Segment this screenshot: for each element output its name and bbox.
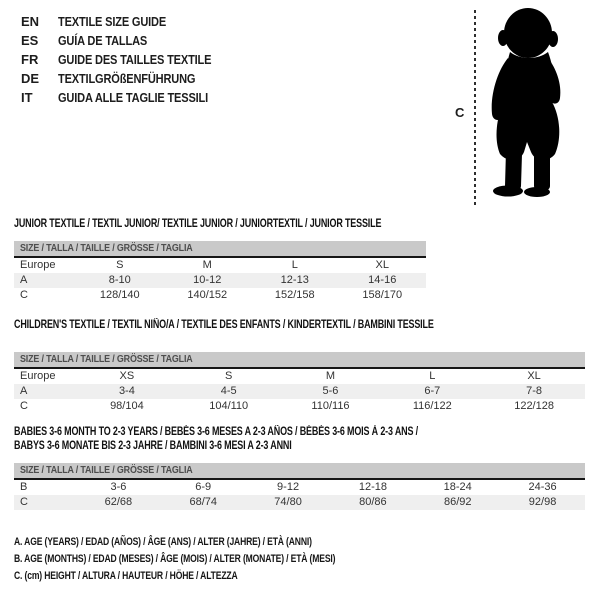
size-cell: 6-9 — [195, 481, 212, 493]
junior-size-table: SIZE / TALLA / TAILLE / GRÖSSE / TAGLIA … — [14, 241, 426, 303]
babies-size-table: SIZE / TALLA / TAILLE / GRÖSSE / TAGLIA … — [14, 463, 585, 510]
size-cell: 122/128 — [514, 400, 554, 412]
row-label: A — [20, 385, 28, 397]
size-cell: 74/80 — [274, 496, 302, 508]
size-cell: XS — [119, 370, 135, 382]
size-cell: 152/158 — [274, 289, 315, 301]
size-header-bar: SIZE / TALLA / TAILLE / GRÖSSE / TAGLIA — [14, 463, 585, 480]
size-cell: M — [202, 259, 212, 271]
language-label: GUÍA DE TALLAS — [58, 33, 148, 48]
row-label: A — [20, 274, 28, 286]
size-cell: 68/74 — [189, 496, 217, 508]
height-measure-label: C — [455, 105, 465, 120]
table-row: A 3-4 4-5 5-6 6-7 7-8 — [14, 384, 585, 399]
language-row: EN TEXTILE SIZE GUIDE — [21, 12, 238, 31]
size-cell: L — [291, 259, 298, 271]
row-label: C — [20, 289, 28, 301]
language-row: IT GUIDA ALLE TAGLIE TESSILI — [21, 88, 238, 107]
language-label: TEXTILE SIZE GUIDE — [58, 14, 167, 29]
language-code: IT — [21, 90, 33, 105]
baby-silhouette — [491, 8, 561, 197]
size-cell: 110/116 — [311, 400, 350, 412]
size-cell: 14-16 — [368, 274, 397, 286]
table-row: Europe S M L XL — [14, 258, 426, 273]
row-label: B — [20, 481, 28, 493]
table-row: B 3-6 6-9 9-12 12-18 18-24 24-36 — [14, 480, 585, 495]
childrens-table-title: CHILDREN'S TEXTILE / TEXTIL NIÑO/A / TEX… — [14, 319, 434, 331]
size-cell: 3-6 — [110, 481, 127, 493]
language-row: DE TEXTILGRÖßENFÜHRUNG — [21, 69, 238, 88]
row-label: Europe — [20, 259, 56, 271]
language-code: EN — [21, 14, 40, 29]
footnotes: A. AGE (YEARS) / EDAD (AÑOS) / ÂGE (ANS)… — [14, 534, 426, 585]
row-label: Europe — [20, 370, 56, 382]
size-cell: 8-10 — [108, 274, 131, 286]
size-cell: 18-24 — [443, 481, 472, 493]
row-label: C — [20, 400, 28, 412]
size-cell: 104/110 — [209, 400, 249, 412]
size-cell: 7-8 — [526, 385, 543, 397]
footnote-b: B. AGE (MONTHS) / EDAD (MESES) / ÂGE (MO… — [14, 553, 336, 565]
size-cell: S — [225, 370, 233, 382]
size-cell: 3-4 — [118, 385, 135, 397]
size-cell: 24-36 — [528, 481, 557, 493]
size-cell: 158/170 — [362, 289, 403, 301]
footnote-a: A. AGE (YEARS) / EDAD (AÑOS) / ÂGE (ANS)… — [14, 536, 312, 548]
size-cell: 12-18 — [358, 481, 387, 493]
childrens-size-table: SIZE / TALLA / TAILLE / GRÖSSE / TAGLIA … — [14, 352, 585, 414]
size-cell: M — [325, 370, 336, 382]
language-label: GUIDA ALLE TAGLIE TESSILI — [58, 90, 209, 105]
size-cell: 62/68 — [104, 496, 133, 508]
row-label: C — [20, 496, 28, 508]
size-cell: 9-12 — [277, 481, 300, 493]
size-cell: L — [429, 370, 436, 382]
junior-table-title: JUNIOR TEXTILE / TEXTIL JUNIOR/ TEXTILE … — [14, 218, 382, 230]
size-cell: 12-13 — [280, 274, 309, 286]
language-row: FR GUIDE DES TAILLES TEXTILE — [21, 50, 238, 69]
table-row: C 128/140 140/152 152/158 158/170 — [14, 288, 426, 303]
size-cell: 80/86 — [359, 496, 387, 508]
size-cell: 98/104 — [110, 400, 144, 412]
language-row: ES GUÍA DE TALLAS — [21, 31, 238, 50]
table-row: C 62/68 68/74 74/80 80/86 86/92 92/98 — [14, 495, 585, 510]
language-code: ES — [21, 33, 39, 48]
language-code: FR — [21, 52, 39, 67]
language-label: TEXTILGRÖßENFÜHRUNG — [58, 71, 196, 86]
language-code: DE — [21, 71, 40, 86]
size-cell: 116/122 — [412, 400, 452, 412]
size-cell: 86/92 — [443, 496, 472, 508]
size-cell: XL — [375, 259, 389, 271]
language-list: EN TEXTILE SIZE GUIDE ES GUÍA DE TALLAS FR… — [21, 12, 238, 107]
size-header-bar: SIZE / TALLA / TAILLE / GRÖSSE / TAGLIA — [14, 352, 585, 369]
size-cell: 6-7 — [424, 385, 441, 397]
size-header-bar: SIZE / TALLA / TAILLE / GRÖSSE / TAGLIA — [14, 241, 426, 258]
size-cell: 10-12 — [193, 274, 222, 286]
size-cell: 128/140 — [99, 289, 140, 301]
size-cell: 140/152 — [187, 289, 228, 301]
babies-table-title: BABIES 3-6 MONTH TO 2-3 YEARS / BEBÉS 3-… — [14, 426, 418, 452]
height-measure-dotted-line — [474, 10, 476, 207]
size-cell: 92/98 — [528, 496, 557, 508]
size-cell: 5-6 — [322, 385, 339, 397]
language-label: GUIDE DES TAILLES TEXTILE — [58, 52, 212, 67]
size-cell: S — [116, 259, 124, 271]
table-row: A 8-10 10-12 12-13 14-16 — [14, 273, 426, 288]
table-row: C 98/104 104/110 110/116 116/122 122/128 — [14, 399, 585, 414]
size-cell: XL — [527, 370, 541, 382]
footnote-c: C. (cm) HEIGHT / ALTURA / HAUTEUR / HÖHE… — [14, 570, 238, 582]
table-row: Europe XS S M L XL — [14, 369, 585, 384]
size-cell: 4-5 — [220, 385, 237, 397]
